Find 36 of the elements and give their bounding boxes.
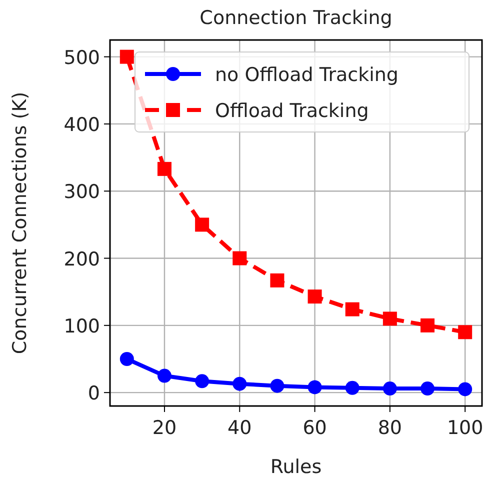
x-axis-title: Rules [270,456,322,478]
point [195,218,210,232]
point [420,318,435,332]
y-axis-title: Concurrent Connections (K) [9,92,31,354]
point [345,380,360,395]
point [157,162,172,176]
point [232,376,247,391]
point [420,382,435,396]
y-tick-label: 200 [64,248,100,270]
x-tick-label: 40 [228,417,252,439]
y-tick-label: 0 [88,382,100,405]
point [157,368,172,383]
x-tick-label: 80 [378,417,402,439]
y-tick-label: 500 [64,46,100,69]
point [382,382,397,396]
point [195,374,210,388]
chart-title: Connection Tracking [200,7,392,29]
y-tick-label: 100 [64,315,100,338]
y-tick-label: 300 [64,181,100,204]
point [308,290,322,304]
point [270,273,284,288]
point [458,325,472,340]
legend-label: Offload Tracking [215,100,369,122]
x-tick-label: 20 [152,417,177,439]
point [232,251,247,266]
point [458,382,472,396]
point [270,378,284,393]
point [120,352,134,366]
point [308,380,322,394]
point [120,50,134,64]
x-tick-label: 100 [446,417,484,439]
y-tick-label: 400 [64,114,100,136]
legend-label: no Offload Tracking [215,64,398,86]
point [345,302,360,316]
x-tick-label: 60 [302,417,327,439]
point [382,312,397,326]
